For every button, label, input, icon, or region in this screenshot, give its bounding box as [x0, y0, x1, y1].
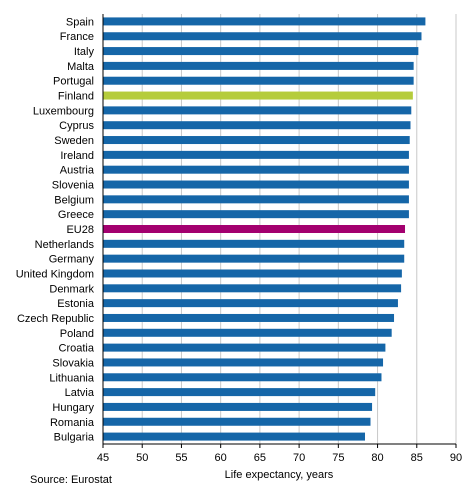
bar [103, 432, 366, 441]
bar [103, 388, 376, 397]
bar [103, 61, 414, 70]
bar [103, 269, 402, 278]
x-tick-label: 80 [371, 452, 383, 464]
bar [103, 121, 411, 130]
bar [103, 328, 392, 337]
bars [103, 17, 426, 441]
category-label: Cyprus [59, 120, 94, 132]
bar [103, 239, 405, 248]
bar [103, 225, 406, 233]
bar [103, 106, 412, 115]
x-tick-label: 65 [254, 452, 266, 464]
category-label: Denmark [49, 283, 94, 295]
category-label: Spain [66, 16, 94, 28]
bar [103, 313, 395, 322]
source-note: Source: Eurostat [30, 474, 112, 486]
bar [103, 150, 409, 159]
category-label: Croatia [59, 343, 95, 355]
x-tick-label: 45 [97, 452, 109, 464]
category-label: EU28 [66, 224, 94, 236]
bar [103, 180, 409, 189]
category-label: Czech Republic [17, 313, 95, 325]
x-tick-label: 90 [450, 452, 462, 464]
category-label: Italy [74, 46, 95, 58]
bar [103, 32, 422, 41]
bar [103, 91, 413, 100]
category-label: Estonia [57, 298, 95, 310]
bar [103, 358, 384, 367]
x-tick-label: 55 [175, 452, 187, 464]
category-label: Luxembourg [33, 105, 94, 117]
category-label: Germany [49, 254, 95, 266]
bar [103, 402, 373, 411]
category-label: Slovenia [52, 180, 95, 192]
category-label: Malta [67, 61, 95, 73]
bar [103, 254, 405, 263]
category-label: Slovakia [52, 357, 94, 369]
bar [103, 417, 371, 426]
category-label: Austria [60, 165, 95, 177]
category-label: Portugal [53, 76, 94, 88]
x-tick-label: 85 [411, 452, 423, 464]
bar [103, 165, 409, 174]
category-label: Lithuania [49, 372, 95, 384]
bar [103, 343, 386, 352]
x-axis-title: Life expectancy, years [225, 469, 334, 481]
bar [103, 195, 409, 204]
category-label: Romania [50, 417, 95, 429]
category-label: Finland [58, 91, 94, 103]
bar [103, 136, 410, 145]
x-tick-label: 50 [136, 452, 148, 464]
category-label: United Kingdom [16, 268, 94, 280]
bar [103, 210, 409, 219]
category-label: Netherlands [35, 239, 95, 251]
bar [103, 284, 402, 293]
bar [103, 373, 382, 382]
category-label: Bulgaria [54, 432, 95, 444]
category-label: Greece [58, 209, 94, 221]
x-tick-label: 75 [332, 452, 344, 464]
bar [103, 76, 414, 85]
x-tick-label: 70 [293, 452, 305, 464]
category-label: Sweden [54, 135, 94, 147]
category-label: France [60, 31, 94, 43]
bar [103, 299, 398, 308]
category-label: Belgium [54, 194, 94, 206]
category-label: Latvia [65, 387, 95, 399]
category-label: Hungary [52, 402, 94, 414]
bar [103, 47, 419, 56]
category-labels: Spain France Italy Malta Portugal Finland Luxe… [16, 16, 95, 443]
x-tick-label: 60 [215, 452, 227, 464]
category-label: Ireland [60, 150, 94, 162]
bar [103, 17, 426, 26]
x-axis: 45 50 55 60 65 70 75 80 85 90 [97, 14, 462, 464]
category-label: Poland [60, 328, 94, 340]
